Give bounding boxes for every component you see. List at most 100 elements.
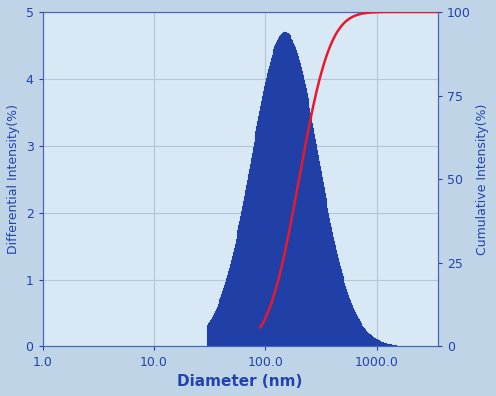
Bar [284, 32, 285, 347]
Bar [343, 276, 344, 346]
Bar [285, 32, 286, 347]
Bar [362, 324, 363, 346]
Bar [373, 337, 374, 346]
Bar [383, 343, 384, 346]
Bar [301, 67, 302, 346]
Bar [333, 237, 334, 346]
Bar [208, 324, 209, 346]
Y-axis label: Differential Intensity(%): Differential Intensity(%) [7, 104, 20, 254]
Bar [354, 310, 355, 346]
Bar [335, 246, 336, 346]
Bar [210, 320, 211, 346]
Bar [363, 326, 364, 346]
Bar [288, 33, 289, 346]
Bar [326, 203, 327, 346]
Bar [257, 121, 258, 346]
Bar [319, 161, 320, 346]
Bar [235, 244, 236, 346]
Bar [312, 123, 313, 346]
Bar [298, 57, 299, 346]
Bar [388, 344, 389, 346]
Bar [228, 271, 229, 346]
Bar [345, 286, 346, 346]
Bar [357, 316, 358, 346]
Bar [216, 309, 217, 346]
Bar [269, 66, 270, 346]
Bar [215, 311, 216, 346]
Bar [381, 342, 382, 346]
Bar [369, 333, 370, 346]
Bar [315, 139, 316, 346]
Bar [299, 60, 300, 346]
X-axis label: Diameter (nm): Diameter (nm) [178, 374, 303, 389]
Bar [358, 318, 359, 346]
Bar [313, 128, 314, 346]
Bar [220, 297, 221, 346]
Bar [233, 252, 234, 346]
Bar [338, 258, 339, 346]
Bar [300, 63, 301, 346]
Bar [276, 42, 277, 346]
Bar [281, 34, 282, 347]
Bar [246, 185, 247, 346]
Bar [244, 196, 245, 346]
Bar [267, 74, 268, 347]
Bar [303, 75, 304, 347]
Bar [386, 343, 387, 346]
Bar [234, 248, 235, 346]
Bar [229, 268, 230, 346]
Bar [252, 147, 253, 346]
Bar [311, 118, 312, 346]
Bar [260, 106, 261, 346]
Bar [336, 250, 337, 346]
Bar [372, 336, 373, 346]
Bar [223, 288, 224, 346]
Bar [259, 110, 260, 346]
Bar [293, 42, 294, 346]
Bar [224, 285, 225, 346]
Bar [324, 192, 325, 346]
Bar [277, 40, 278, 347]
Bar [217, 307, 218, 346]
Bar [248, 174, 249, 346]
Bar [306, 88, 307, 346]
Bar [242, 206, 243, 346]
Y-axis label: Cumulative Intensity(%): Cumulative Intensity(%) [476, 103, 489, 255]
Bar [225, 282, 226, 346]
Bar [395, 345, 396, 346]
Bar [359, 320, 360, 346]
Bar [367, 331, 368, 346]
Bar [377, 340, 378, 346]
Bar [268, 69, 269, 346]
Bar [270, 62, 271, 346]
Bar [214, 313, 215, 346]
Bar [331, 227, 332, 346]
Bar [292, 38, 293, 346]
Bar [317, 150, 318, 346]
Bar [391, 345, 392, 346]
Bar [221, 294, 222, 346]
Bar [275, 44, 276, 346]
Bar [387, 344, 388, 346]
Bar [243, 201, 244, 346]
Bar [230, 264, 231, 346]
Bar [237, 235, 238, 346]
Bar [251, 153, 252, 346]
Bar [256, 126, 257, 346]
Bar [272, 52, 273, 346]
Bar [393, 345, 394, 346]
Bar [389, 344, 390, 346]
Bar [236, 239, 237, 346]
Bar [287, 32, 288, 346]
Bar [241, 211, 242, 346]
Bar [273, 49, 274, 346]
Bar [347, 292, 348, 346]
Bar [341, 269, 342, 346]
Bar [328, 213, 329, 346]
Bar [320, 166, 321, 346]
Bar [350, 301, 351, 346]
Bar [263, 91, 264, 346]
Bar [296, 50, 297, 346]
Bar [304, 80, 305, 346]
Bar [209, 322, 210, 346]
